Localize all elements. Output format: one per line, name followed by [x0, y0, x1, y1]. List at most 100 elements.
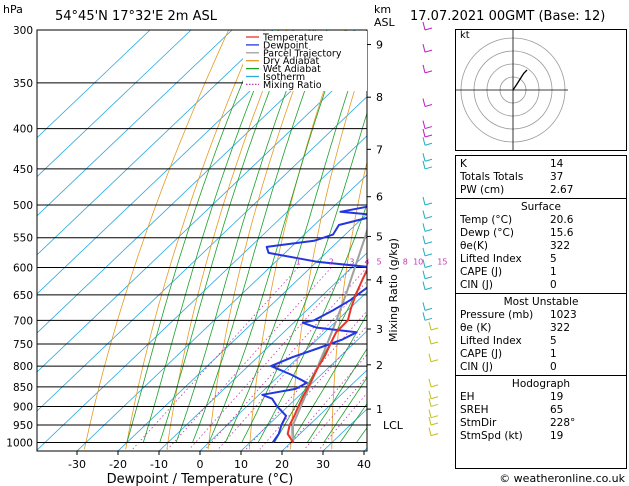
pressure-tick-label: 450 — [13, 164, 33, 176]
surface-row-label: Temp (°C) — [460, 214, 513, 226]
pressure-grid — [37, 29, 367, 444]
hodograph-plot — [456, 30, 568, 150]
isotherm-line — [158, 252, 367, 451]
wind-barb-flag — [422, 210, 426, 219]
hodograph-panel: kt — [455, 29, 627, 151]
legend-label: Temperature — [262, 33, 323, 44]
wind-barb-flag — [422, 281, 426, 290]
wind-barb — [424, 215, 433, 219]
mixing-ratio-label: 5 — [376, 258, 381, 267]
wind-barb — [430, 415, 439, 419]
wind-barb-flag — [422, 153, 426, 162]
isotherm-line — [281, 369, 367, 451]
wind-barb-flag — [428, 416, 432, 426]
hodograph-kt-label: kt — [460, 30, 470, 41]
wind-barb-flag — [428, 335, 432, 345]
section-divider — [456, 375, 626, 376]
hodograph-row-label: SREH — [460, 404, 489, 416]
wind-barb — [424, 49, 433, 53]
surface-row-label: Dewp (°C) — [460, 227, 514, 239]
isotherm-line — [37, 30, 233, 217]
wind-barbs — [422, 21, 439, 437]
wind-barb-flag — [428, 378, 432, 387]
dewpoint-line — [261, 205, 367, 444]
datetime-title: 17.07.2021 00GMT (Base: 12) — [410, 9, 605, 24]
legend-label: Wet Adiabat — [263, 64, 321, 75]
temperature-tick-label: 20 — [275, 458, 289, 471]
unstable-section-title: Most Unstable — [503, 296, 579, 308]
hodograph-row-label: StmDir — [460, 417, 497, 429]
wind-barb — [424, 287, 433, 291]
mixing-ratio-line — [217, 280, 367, 450]
pressure-tick-label: 700 — [13, 315, 33, 327]
wind-barb-flag — [422, 21, 426, 31]
x-axis-title: Dewpoint / Temperature (°C) — [107, 472, 294, 486]
wind-barb — [424, 70, 433, 74]
height-tick-label: 2 — [376, 359, 383, 372]
wind-barb-flag — [428, 390, 432, 399]
isotherm-line — [37, 30, 192, 178]
wind-barb — [424, 241, 433, 245]
index-row-value: 2.67 — [550, 184, 574, 196]
unstable-row-value: 5 — [550, 335, 557, 347]
unstable-row-label: θe (K) — [460, 322, 492, 334]
surface-row-value: 15.6 — [550, 227, 574, 239]
surface-row-value: 0 — [550, 279, 557, 291]
wet-adiabat-line — [192, 30, 328, 443]
wind-barb-flag — [422, 302, 426, 311]
pressure-tick-label: 1000 — [6, 438, 33, 450]
temperature-tick-label: 30 — [316, 458, 330, 471]
location-title: 54°45'N 17°32'E 2m ASL — [55, 9, 218, 24]
wind-barb — [424, 166, 433, 170]
height-tick-label: 1 — [376, 403, 383, 416]
isotherm-line — [37, 96, 367, 412]
hodograph-row-value: 228° — [550, 417, 576, 429]
parcel-trajectory-line — [291, 227, 367, 443]
legend-label: Mixing Ratio — [263, 80, 322, 91]
wind-barb-flag — [422, 43, 426, 53]
hodograph-row-label: StmSpd (kt) — [460, 430, 523, 442]
pressure-tick-label: 500 — [13, 200, 33, 212]
height-tick-label: 4 — [376, 274, 383, 287]
unstable-row-label: CAPE (J) — [460, 348, 503, 360]
wind-barb — [430, 327, 439, 331]
index-row-value: 14 — [550, 158, 564, 170]
wind-barb — [424, 253, 433, 257]
isotherm-line — [37, 30, 151, 139]
legend-label: Parcel Trajectory — [263, 48, 342, 59]
legend-label: Dewpoint — [263, 40, 308, 51]
wind-barb-flag — [428, 398, 432, 407]
wind-barb — [424, 307, 433, 311]
surface-row-label: Lifted Index — [460, 253, 522, 265]
hodograph-row-value: 19 — [550, 430, 564, 442]
height-tick-label: 8 — [376, 91, 383, 104]
wind-barb — [424, 202, 433, 206]
wind-barb — [424, 134, 433, 138]
mixing-ratio-label: 1 — [296, 258, 301, 267]
height-tick-label: 5 — [376, 230, 383, 243]
surface-row-value: 322 — [550, 240, 571, 252]
wind-barb-flag — [422, 98, 426, 107]
wind-barb-flag — [422, 312, 426, 321]
mixing-ratio-axis-title: Mixing Ratio (g/kg) — [387, 238, 400, 342]
height-tick-label: 3 — [376, 323, 383, 336]
mixing-ratio-label: 4 — [364, 258, 369, 267]
unstable-row-label: Pressure (mb) — [460, 309, 534, 321]
legend-label: Dry Adiabat — [263, 56, 320, 67]
unstable-row-value: 0 — [550, 361, 557, 373]
unstable-row-value: 322 — [550, 322, 571, 334]
pressure-tick-label: 900 — [13, 401, 33, 413]
surface-row-value: 20.6 — [550, 214, 574, 226]
wind-barb-flag — [422, 64, 426, 74]
height-tick-label: 6 — [376, 191, 383, 204]
wind-barb — [424, 27, 433, 31]
wind-barb — [430, 359, 439, 363]
wind-barb-flag — [422, 128, 426, 138]
pressure-tick-label: 650 — [13, 290, 33, 302]
wind-barb — [430, 403, 439, 407]
hodograph-section-title: Hodograph — [511, 378, 571, 390]
index-row-value: 37 — [550, 171, 564, 183]
wind-barb — [424, 228, 433, 232]
